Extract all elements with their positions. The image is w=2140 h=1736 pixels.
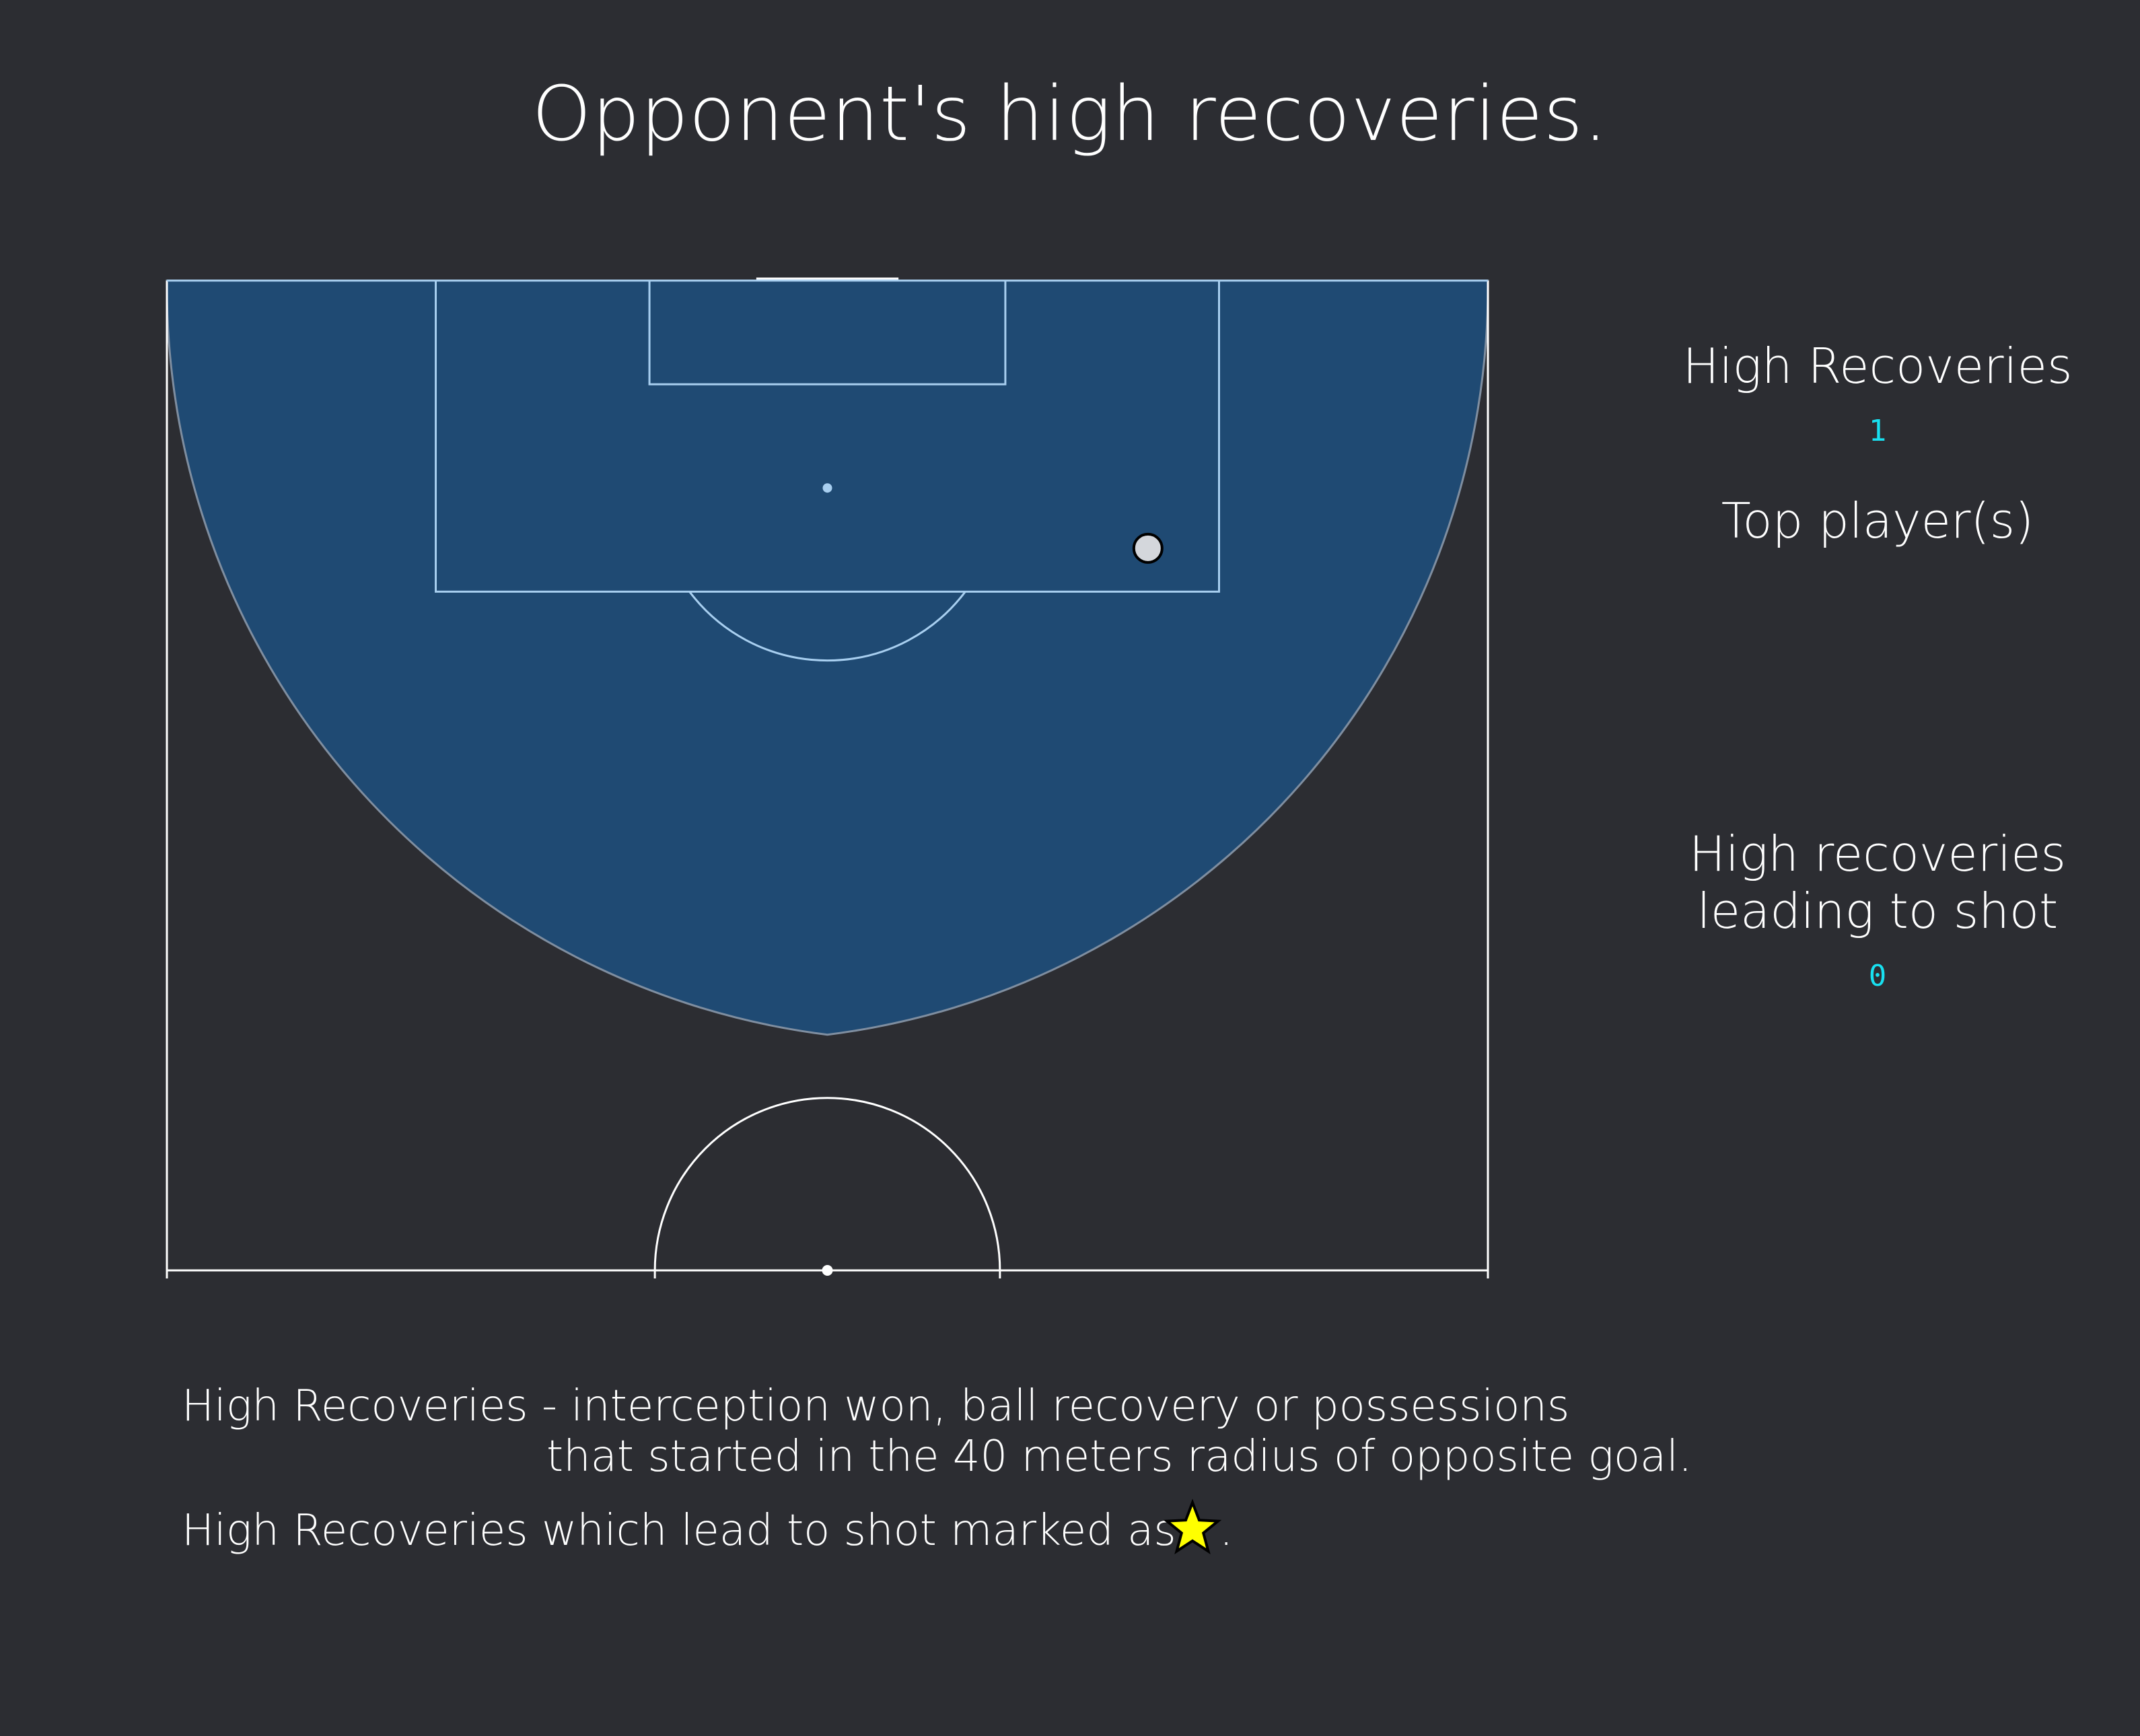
recovery-points [1132, 532, 1164, 564]
centre-spot [822, 1265, 833, 1276]
star-icon [1163, 1498, 1222, 1554]
leading-to-shot-value: 0 [1868, 959, 1887, 993]
star-legend-period: . [1219, 1506, 1234, 1556]
chart-title: Opponent's high recoveries. [532, 71, 1608, 158]
top-players-label: Top player(s) [1721, 493, 2034, 549]
six-yard-box [648, 279, 1007, 386]
leading-to-shot-label-line2: leading to shot [1697, 883, 2059, 939]
high-recoveries-value: 1 [1868, 414, 1887, 448]
centre-circle [653, 1097, 1001, 1278]
definition-line-1: High Recoveries - interception won, ball… [182, 1381, 1570, 1431]
leading-to-shot-label-line1: High recoveries [1688, 826, 2067, 882]
penalty-arc [688, 591, 966, 662]
high-recoveries-label: High Recoveries [1682, 338, 2073, 394]
definition-line-2: that started in the 40 meters radius of … [546, 1432, 1692, 1482]
pitch-markings [166, 277, 1489, 1278]
high-recovery-zone [166, 279, 1489, 1036]
recovery-point-0 [1132, 532, 1164, 564]
star-legend-text: High Recoveries which lead to shot marke… [182, 1506, 1176, 1556]
penalty-spot [822, 483, 832, 493]
